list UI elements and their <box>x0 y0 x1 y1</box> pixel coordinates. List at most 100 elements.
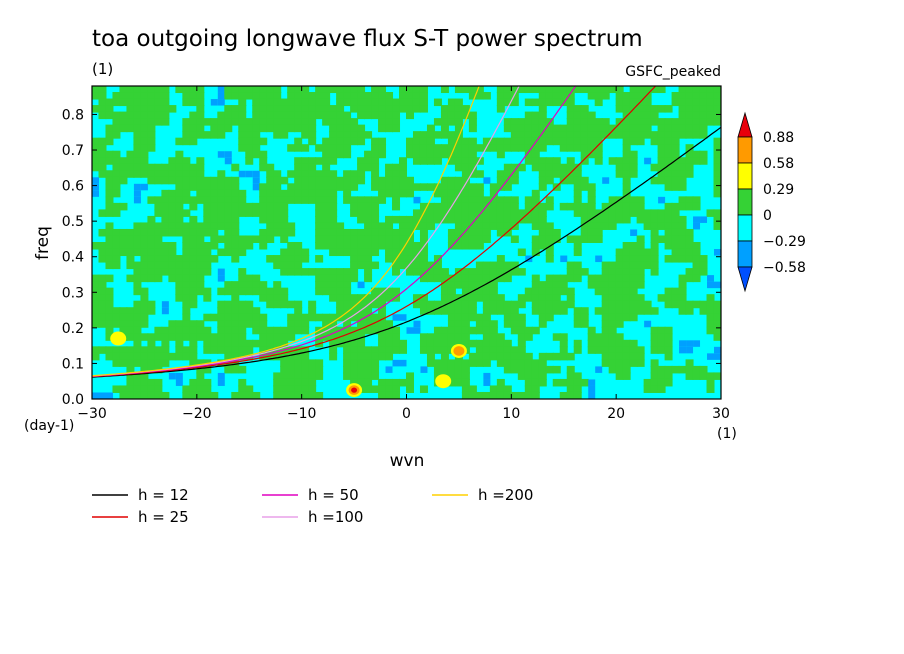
field-cell <box>315 313 324 322</box>
field-cell <box>168 163 177 172</box>
field-cell <box>517 346 526 354</box>
field-cell <box>238 274 247 283</box>
field-cell <box>658 196 666 204</box>
field-cell <box>343 242 352 250</box>
field-cell <box>364 235 373 243</box>
field-cell <box>105 326 114 335</box>
field-cell <box>252 92 261 100</box>
field-cell <box>182 242 191 250</box>
field-cell <box>700 216 708 223</box>
field-cell <box>119 320 128 328</box>
field-cell <box>294 189 303 198</box>
field-cell <box>245 313 254 322</box>
field-cell <box>133 196 141 204</box>
field-cell <box>615 359 624 367</box>
field-cell <box>336 86 345 94</box>
field-cell <box>217 307 226 315</box>
field-cell <box>573 163 582 172</box>
field-cell <box>454 98 463 107</box>
field-cell <box>371 183 380 191</box>
field-cell <box>454 137 463 146</box>
field-cell <box>440 105 449 113</box>
field-cell <box>203 183 212 191</box>
field-cell <box>196 222 205 230</box>
field-cell <box>475 274 484 283</box>
field-cell <box>238 287 247 296</box>
field-cell <box>147 137 156 146</box>
field-cell <box>294 92 303 100</box>
field-cell <box>147 307 156 315</box>
field-cell <box>385 255 394 263</box>
field-cell <box>259 86 268 94</box>
field-cell <box>399 157 407 165</box>
field-cell <box>454 196 463 204</box>
field-cell <box>224 176 233 185</box>
field-cell <box>692 92 701 100</box>
field-cell <box>399 215 407 224</box>
field-cell <box>643 255 652 263</box>
field-cell <box>182 98 191 107</box>
field-cell <box>350 326 359 335</box>
field-cell <box>336 111 345 120</box>
field-cell <box>629 287 638 296</box>
field-cell <box>468 170 477 178</box>
field-cell <box>454 202 463 211</box>
field-cell <box>496 300 505 309</box>
field-cell <box>440 268 449 276</box>
field-cell <box>98 255 107 263</box>
field-cell <box>112 202 121 211</box>
field-cell <box>126 346 135 354</box>
colorbar-label: −0.29 <box>763 234 806 250</box>
field-cell <box>650 255 659 263</box>
field-cell <box>587 196 596 204</box>
field-cell <box>426 300 435 309</box>
field-cell <box>419 274 428 283</box>
field-cell <box>622 170 631 178</box>
field-cell <box>475 209 484 217</box>
field-cell <box>203 333 212 341</box>
field-cell <box>706 313 715 322</box>
field-cell <box>517 359 526 367</box>
field-cell <box>140 268 149 276</box>
field-cell <box>413 320 421 328</box>
field-cell <box>245 209 254 217</box>
field-cell <box>489 261 498 270</box>
field-cell <box>231 346 240 354</box>
field-cell <box>385 385 394 393</box>
field-cell <box>161 346 170 354</box>
field-cell <box>636 209 645 217</box>
field-cell <box>140 105 149 113</box>
field-cell <box>105 111 114 120</box>
field-cell <box>259 150 268 159</box>
field-cell <box>496 274 505 283</box>
field-cell <box>315 333 324 341</box>
field-cell <box>112 242 121 250</box>
field-cell <box>566 170 575 178</box>
field-cell <box>231 333 240 341</box>
field-cell <box>140 333 149 341</box>
colorbar-label: 0.88 <box>763 130 794 146</box>
field-cell <box>426 209 435 217</box>
field-cell <box>182 320 191 328</box>
field-cell <box>461 144 470 152</box>
field-cell <box>503 196 512 204</box>
field-cell <box>329 157 338 165</box>
field-cell <box>608 300 617 309</box>
field-cell <box>447 105 456 113</box>
field-cell <box>538 92 547 100</box>
field-cell <box>392 202 401 211</box>
field-cell <box>392 189 401 198</box>
field-cell <box>133 86 142 94</box>
field-cell <box>266 222 275 230</box>
field-cell <box>154 378 163 387</box>
field-cell <box>524 124 533 133</box>
field-cell <box>545 222 554 230</box>
units-label: (1) <box>92 60 113 78</box>
field-cell <box>426 131 435 139</box>
field-cell <box>545 137 554 146</box>
field-cell <box>685 242 694 250</box>
field-cell <box>371 228 380 237</box>
field-cell <box>664 346 673 354</box>
field-cell <box>385 352 394 361</box>
field-cell <box>468 274 477 283</box>
